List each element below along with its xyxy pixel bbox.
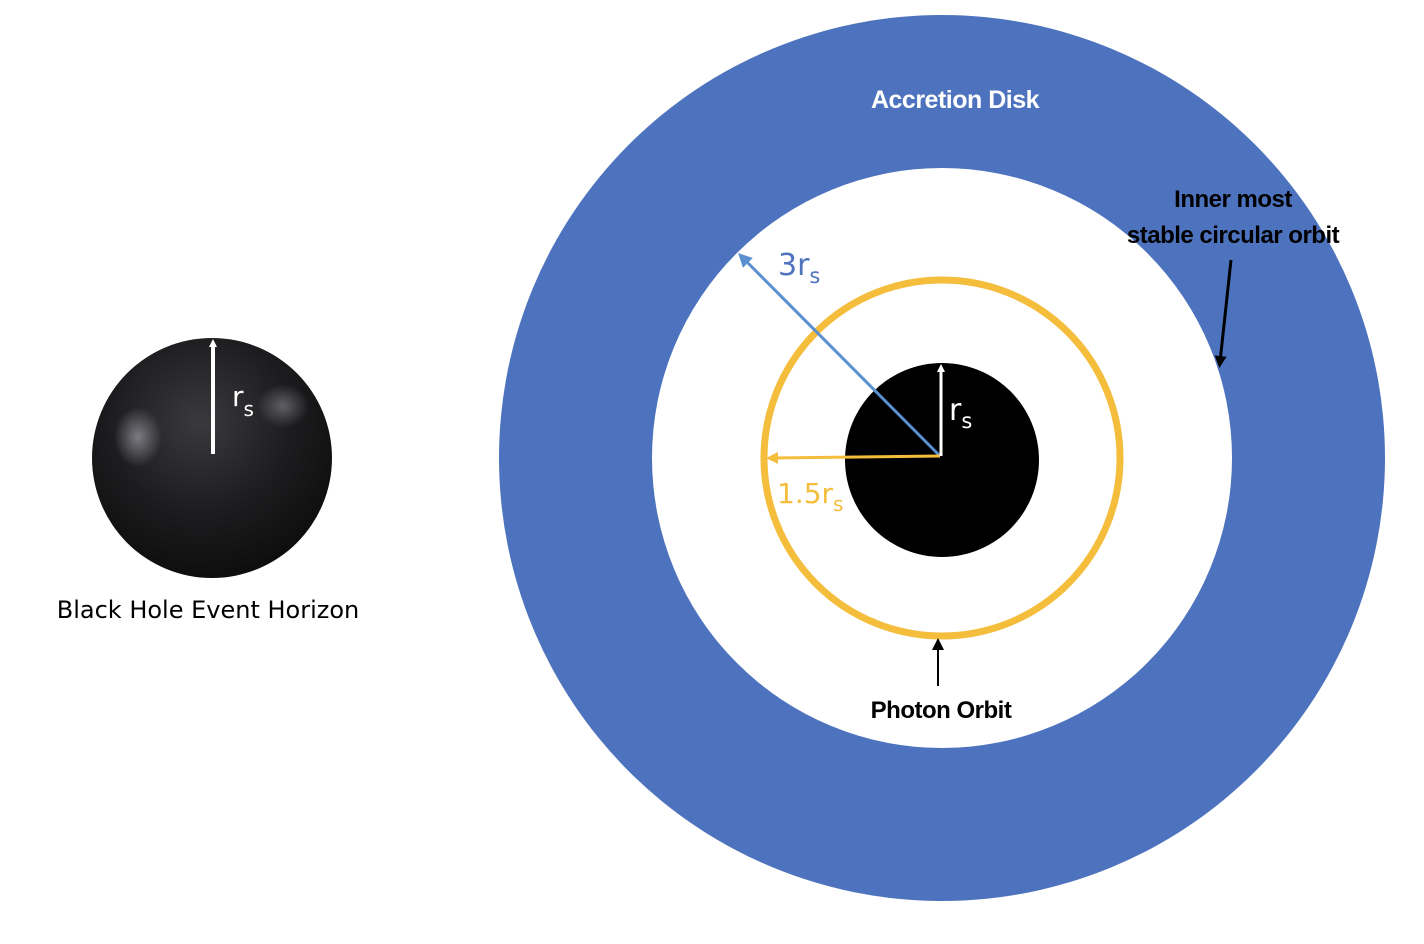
sphere-highlight-left (114, 407, 162, 467)
isco-radius-label: 3rs (778, 248, 820, 288)
photon-radius-main: 1.5r (777, 477, 834, 510)
photon-radius-label: 1.5rs (777, 477, 843, 516)
isco-radius-main: 3r (778, 248, 810, 283)
central-radius-sub: s (961, 409, 972, 433)
left-figure: rs Black Hole Event Horizon (57, 338, 360, 624)
isco-pointer-arrow (1214, 259, 1233, 368)
central-radius-main: r (949, 393, 962, 428)
photon-radius-arrow (766, 451, 941, 464)
radius-label-sub: s (244, 397, 254, 421)
photon-radius-sub: s (833, 492, 843, 516)
radius-label-main: r (232, 380, 244, 413)
photon-orbit-label: Photon Orbit (871, 697, 1012, 724)
right-figure: 3rs 1.5rs rs Accretion Disk Inner most s… (499, 15, 1385, 901)
accretion-disk-label: Accretion Disk (871, 86, 1040, 114)
isco-label-line2: stable circular orbit (1127, 222, 1340, 249)
isco-label-line1: Inner most (1174, 186, 1292, 213)
event-horizon-caption: Black Hole Event Horizon (57, 596, 360, 624)
sphere-highlight-right (257, 384, 309, 428)
central-radius-label: rs (949, 393, 972, 433)
horizon-radius-label: rs (232, 380, 254, 421)
isco-radius-sub: s (809, 264, 820, 288)
photon-orbit-ring (760, 276, 1124, 640)
isco-radius-arrow (738, 253, 942, 458)
central-black-hole (845, 363, 1039, 557)
